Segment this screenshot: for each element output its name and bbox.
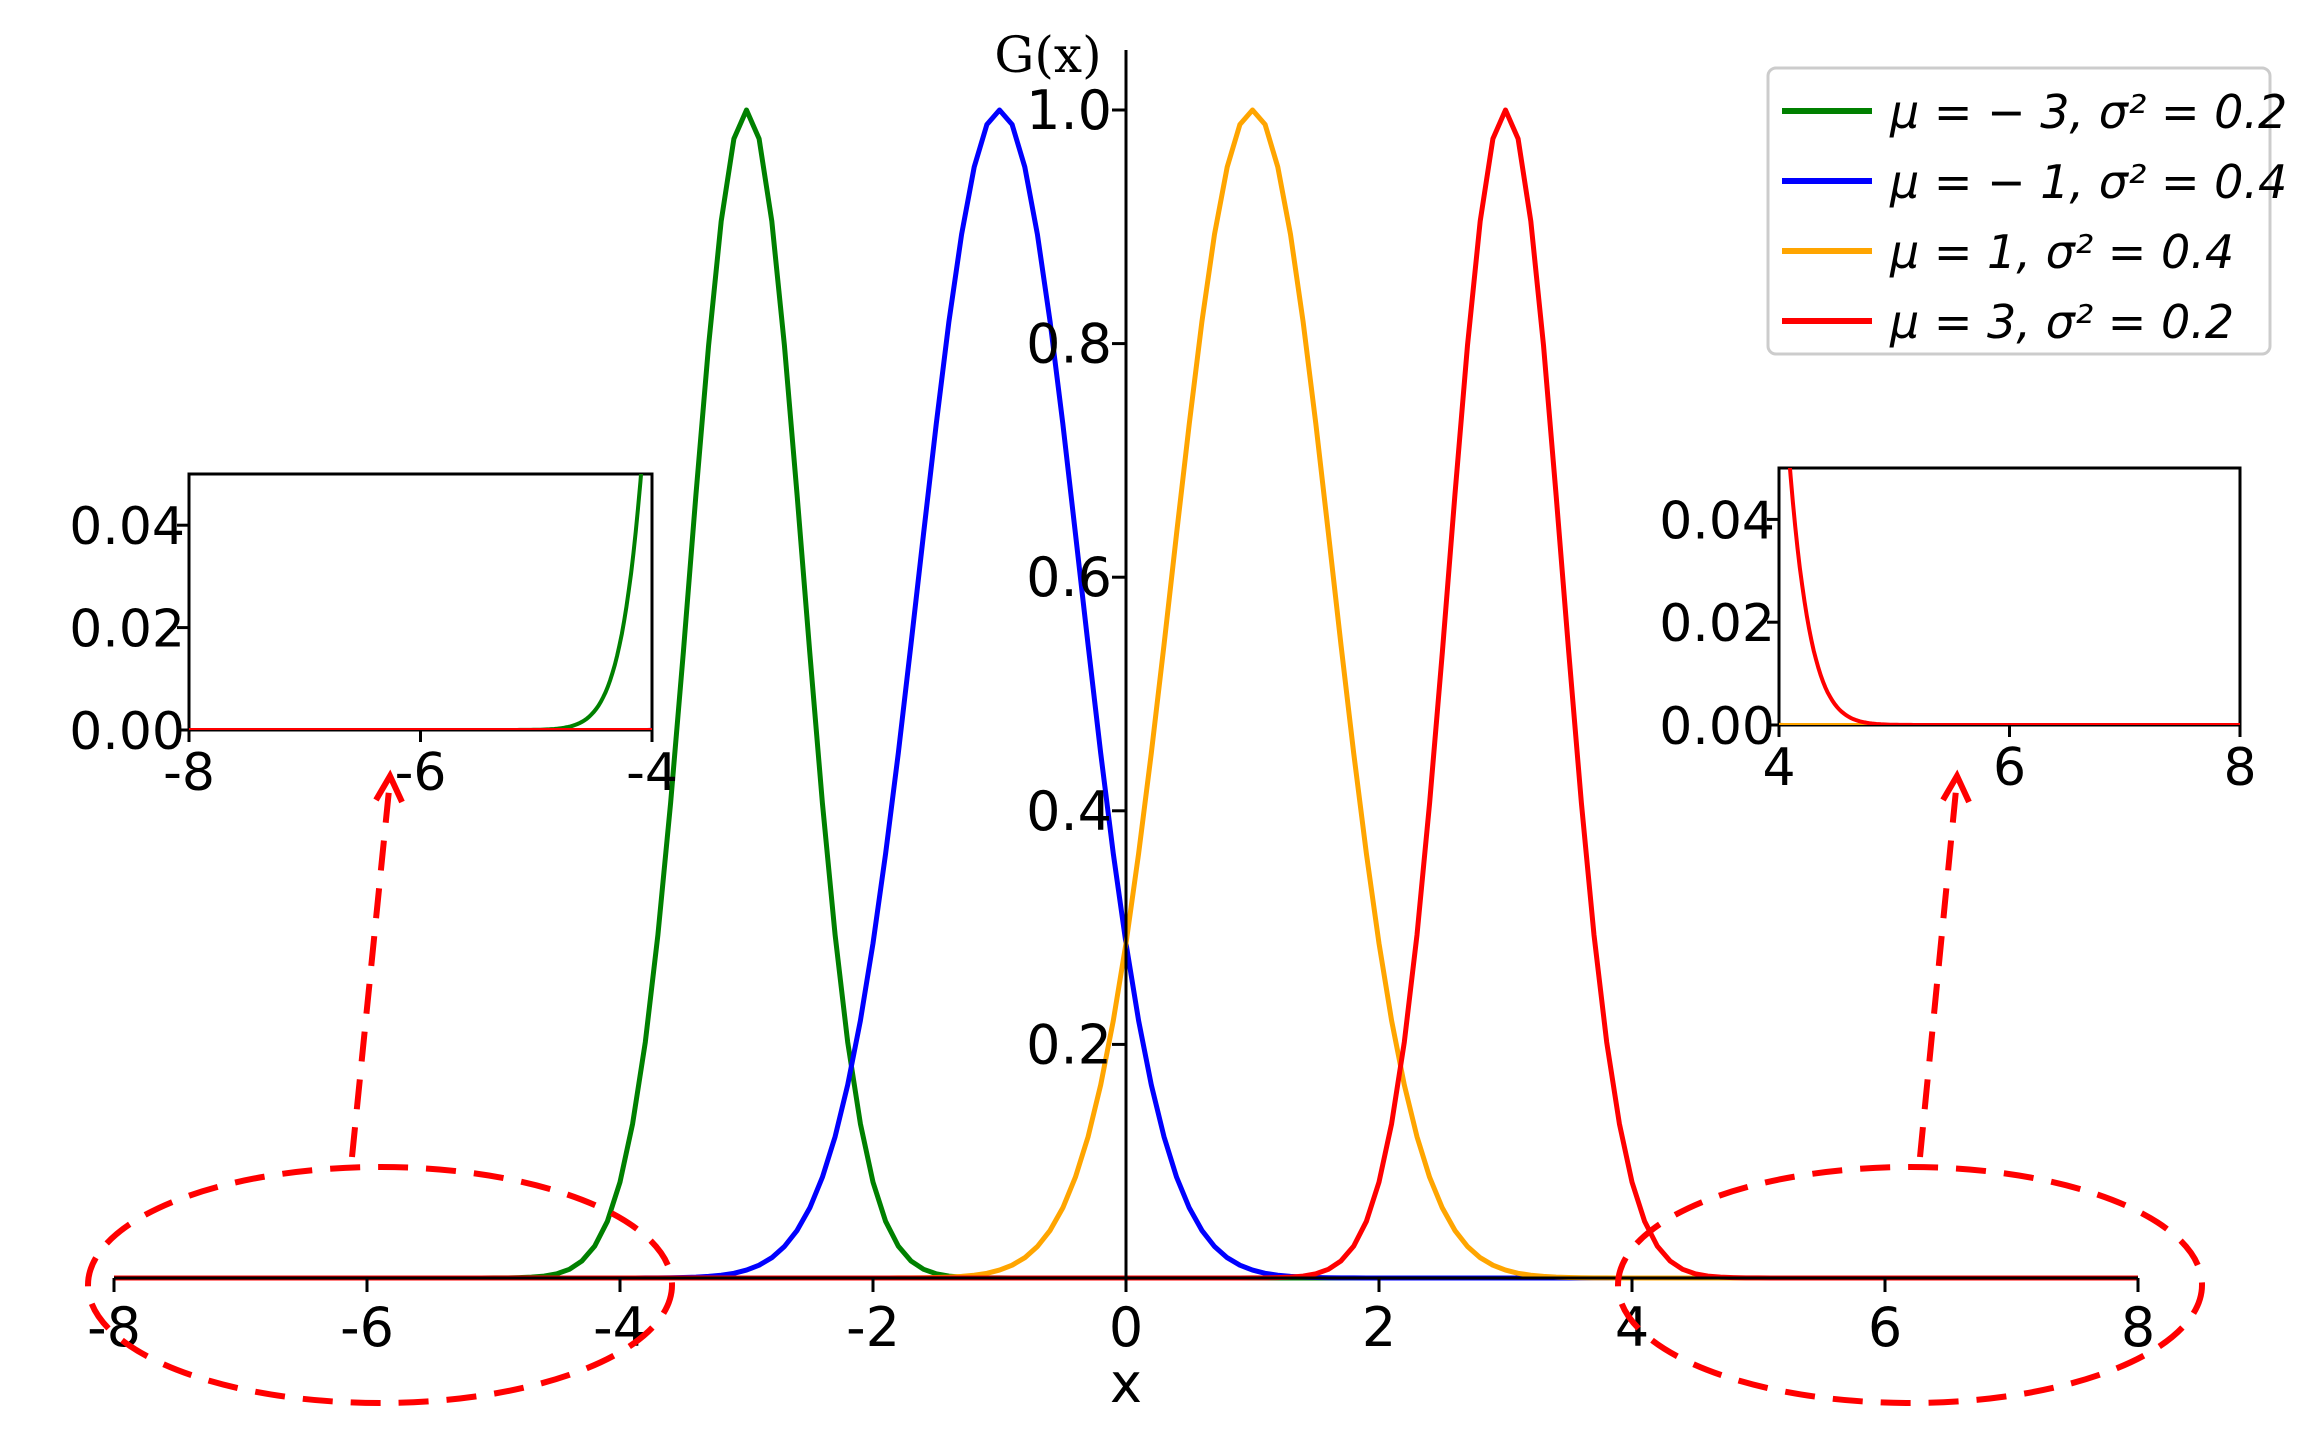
x-tick-label: -6 — [340, 1296, 394, 1359]
x-axis-label: x — [1110, 1352, 1142, 1415]
right-zoom-arrowhead — [1940, 769, 1972, 804]
left-zoom-ellipse — [85, 1164, 675, 1406]
right-zoom-arrow — [1917, 789, 1959, 1158]
inset-y-tick-label: 0.04 — [1659, 491, 1775, 551]
inset-x-tick-label: 4 — [1762, 738, 1795, 798]
y-axis-label: G(x) — [994, 26, 1101, 84]
inset-right-y-ticks: 0.00 0.02 0.04 — [1659, 491, 1779, 757]
inset-right-x-ticks: 4 6 8 — [1762, 725, 2257, 798]
y-tick-label: 0.8 — [1026, 313, 1112, 376]
legend-label: μ = 3, σ² = 0.2 — [1889, 295, 2234, 349]
y-tick-label: 1.0 — [1026, 79, 1112, 142]
inset-left: -8 -6 -4 0.00 0.02 0.04 — [69, 472, 678, 803]
x-tick-label: 2 — [1362, 1296, 1396, 1359]
inset-y-tick-label: 0.02 — [69, 600, 185, 660]
inset-left-curves — [189, 474, 652, 730]
x-axis-ticks: -8 -6 -4 -2 0 2 4 6 8 — [87, 1278, 2155, 1359]
inset-x-tick-label: 8 — [2223, 738, 2256, 798]
main-plot: -8 -6 -4 -2 0 2 4 6 8 0.2 0.4 0.6 0.8 1.0 G(x) x — [87, 26, 2155, 1415]
inset-y-tick-label: 0.00 — [1659, 697, 1775, 757]
zoom-annotations — [85, 769, 2205, 1406]
x-tick-label: 8 — [2121, 1296, 2155, 1359]
x-tick-label: 6 — [1868, 1296, 1902, 1359]
x-tick-label: -2 — [846, 1296, 900, 1359]
legend: μ = − 3, σ² = 0.2 μ = − 1, σ² = 0.4 μ = 1,… — [1766, 66, 2287, 356]
inset-left-frame — [187, 472, 654, 732]
inset-y-tick-label: 0.04 — [69, 497, 185, 557]
inset-x-tick-label: -4 — [626, 743, 678, 803]
inset-series-line — [1787, 468, 2240, 725]
y-tick-label: 0.2 — [1026, 1013, 1112, 1076]
left-zoom-arrow — [349, 789, 392, 1158]
inset-right: 4 6 8 0.00 0.02 0.04 — [1659, 466, 2257, 798]
x-tick-label: 0 — [1109, 1296, 1143, 1359]
legend-label: μ = − 1, σ² = 0.4 — [1889, 155, 2287, 209]
inset-y-tick-label: 0.00 — [69, 702, 185, 762]
inset-x-tick-label: -6 — [395, 743, 447, 803]
left-zoom-arrowhead — [373, 769, 405, 804]
inset-x-tick-label: -8 — [163, 743, 215, 803]
inset-y-tick-label: 0.02 — [1659, 594, 1775, 654]
right-zoom-ellipse — [1615, 1164, 2205, 1406]
y-axis-ticks: 0.2 0.4 0.6 0.8 1.0 — [1026, 79, 1126, 1076]
y-tick-label: 0.6 — [1026, 546, 1112, 609]
legend-frame — [1766, 66, 2272, 356]
inset-right-curves — [1779, 468, 2240, 725]
inset-left-x-ticks: -8 -6 -4 — [163, 730, 678, 803]
inset-series-line — [189, 474, 644, 730]
inset-x-tick-label: 6 — [1993, 738, 2026, 798]
inset-right-frame — [1777, 466, 2242, 727]
legend-label: μ = 1, σ² = 0.4 — [1889, 225, 2234, 279]
legend-label: μ = − 3, σ² = 0.2 — [1889, 85, 2287, 139]
inset-left-y-ticks: 0.00 0.02 0.04 — [69, 497, 189, 762]
x-tick-label: -4 — [593, 1296, 647, 1359]
legend-entries: μ = − 3, σ² = 0.2 μ = − 1, σ² = 0.4 μ = 1,… — [1782, 85, 2287, 349]
y-tick-label: 0.4 — [1026, 780, 1112, 843]
